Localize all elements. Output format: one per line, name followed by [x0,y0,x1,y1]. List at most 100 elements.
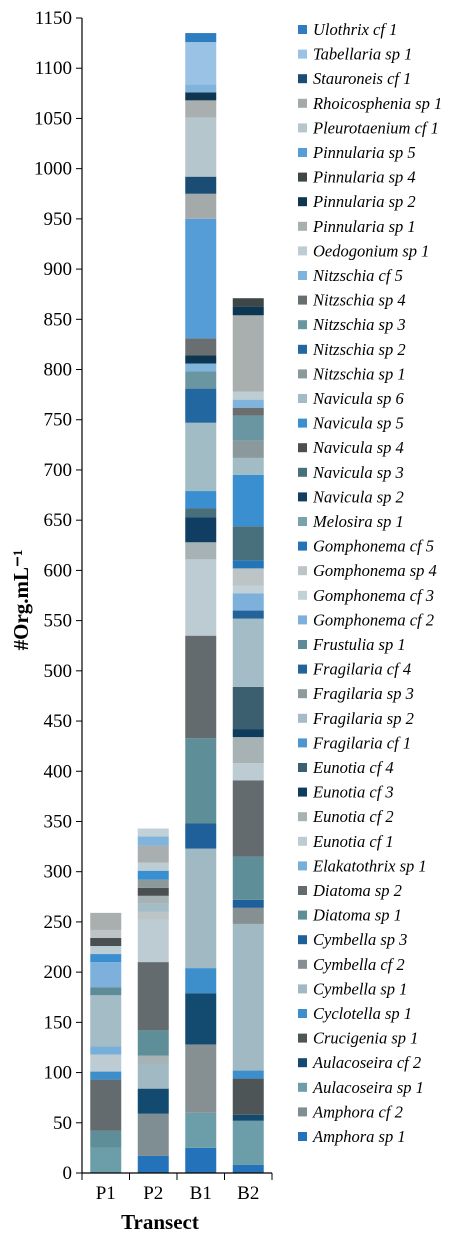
y-tick-label: 500 [44,661,73,682]
bar-segment [90,995,122,1047]
legend-item: Navicula sp 5 [298,414,404,433]
legend-label: Navicula sp 2 [312,487,404,506]
legend-item: Diatoma sp 1 [298,906,402,925]
legend-item: Nitzschia cf 5 [298,266,403,285]
legend-label: Melosira sp 1 [312,512,404,531]
bar-segment [90,1054,122,1072]
bar-segment [232,907,264,924]
legend-swatch [298,787,307,797]
x-axis-ticks: P1 P2 B1 B2 [81,1173,273,1204]
y-tick-label: 600 [44,560,73,581]
legend-label: Fragilaria sp 2 [312,709,414,728]
legend-item: Aulacoseira sp 1 [298,1078,424,1097]
legend-label: Aulacoseira sp 1 [312,1078,424,1097]
y-tick-label: 400 [44,761,73,782]
legend-item: Rhoicosphenia sp 1 [298,94,442,113]
bar-segment [185,968,217,994]
legend-item: Fragilaria sp 3 [298,684,414,703]
bar-segment [232,526,264,561]
bar-segment [232,780,264,857]
legend-label: Crucigenia sp 1 [313,1029,418,1048]
bar-segment [90,929,122,938]
legend-swatch [298,959,307,969]
bar-segment [137,1055,169,1064]
bar-segment [232,763,264,781]
legend-label: Pinnularia sp 1 [312,217,416,236]
bar-segment [137,862,169,871]
bar-segment [185,993,217,1045]
bar-segment [232,306,264,316]
legend-item: Melosira sp 1 [298,512,404,531]
legend-label: Cymbella sp 1 [313,979,407,998]
legend-swatch [298,369,307,379]
legend-swatch [298,25,307,34]
y-tick-label: 0 [63,1163,73,1184]
bar-segment [137,903,169,912]
legend-item: Fragilaria sp 2 [298,709,414,728]
bar-segment [137,828,169,837]
bar-segment [232,568,264,586]
legend-swatch [298,246,307,256]
legend-swatch [298,443,307,453]
legend-item: Oedogonium sp 1 [298,241,429,260]
legend-swatch [298,320,307,330]
legend-swatch [298,886,307,895]
legend-item: Gomphonema cf 3 [298,586,434,605]
legend-swatch [298,1009,307,1018]
legend-label: Amphora sp 1 [312,1127,406,1146]
legend-swatch [298,492,307,502]
legend-swatch [298,1033,307,1043]
legend-label: Navicula sp 4 [312,438,404,457]
legend-swatch [298,664,307,674]
bar-segment [185,193,217,219]
legend-label: Eunotia cf 4 [312,758,394,777]
legend-label: Eunotia cf 1 [312,832,394,851]
bar-segment [90,912,122,930]
legend-item: Stauroneis cf 1 [298,69,411,88]
bar-segment [185,117,217,177]
bar-segment [232,315,264,392]
y-tick-label: 900 [44,259,73,280]
legend-label: Eunotia cf 3 [312,783,394,802]
bar-segment [137,845,169,863]
legend-label: Navicula sp 3 [312,463,404,482]
legend-label: Nitzschia sp 1 [312,364,406,383]
legend-swatch [298,590,307,600]
legend-item: Pleurotaenium cf 1 [298,118,439,137]
bar-segment [232,440,264,458]
legend-item: Pinnularia sp 4 [298,168,416,187]
legend-swatch [298,566,307,576]
legend-label: Cymbella cf 2 [313,955,405,974]
x-axis-title: Transect [121,1210,199,1234]
bar-segment [137,1113,169,1156]
legend-label: Nitzschia sp 3 [312,315,406,334]
legend-swatch [298,615,307,625]
legend-label: Oedogonium sp 1 [313,241,429,260]
legend-item: Pinnularia sp 2 [298,192,416,211]
bar-segment [232,1120,264,1165]
legend-label: Gomphonema cf 5 [313,537,434,556]
legend-item: Cyclotella sp 1 [298,1004,412,1023]
legend-item: Pinnularia sp 5 [298,143,416,162]
bar-segment [232,1070,264,1079]
bar-segment [185,823,217,849]
bar-segment [232,593,264,611]
legend-swatch [298,541,307,551]
legend-swatch [298,812,307,822]
legend-item: Navicula sp 6 [298,389,404,408]
bar-segment [185,176,217,194]
legend-item: Crucigenia sp 1 [298,1029,418,1048]
legend: Ulothrix cf 1 Tabellaria sp 1 Stauroneis c… [298,20,442,1146]
bar-segment [137,895,169,904]
legend-swatch [298,123,307,133]
legend-item: Aulacoseira cf 2 [298,1053,421,1072]
bar-segment [185,542,217,560]
legend-item: Nitzschia sp 1 [298,364,406,383]
legend-item: Gomphonema cf 2 [298,610,434,629]
legend-item: Amphora cf 2 [298,1102,403,1121]
legend-item: Cymbella sp 3 [298,930,407,949]
bar-segment [90,962,122,988]
legend-swatch [298,738,307,748]
legend-swatch [298,517,307,526]
